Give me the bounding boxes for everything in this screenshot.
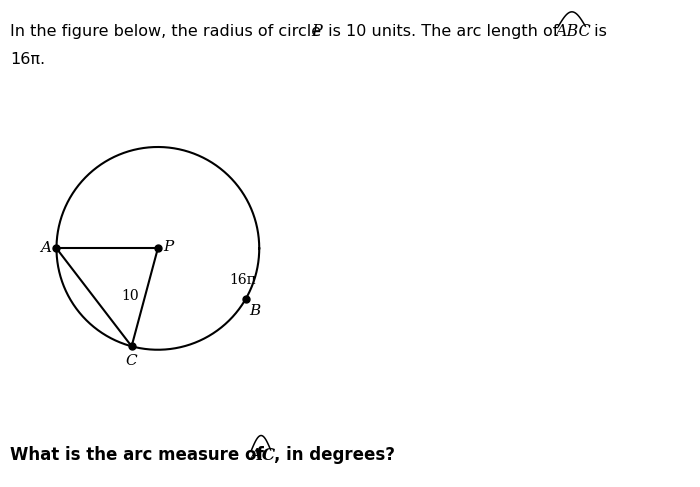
Text: AC: AC [249, 447, 275, 464]
Text: is 10 units. The arc length of: is 10 units. The arc length of [323, 24, 564, 39]
Text: 10: 10 [121, 289, 139, 303]
Text: P: P [163, 241, 173, 254]
Text: B: B [250, 304, 261, 318]
Text: What is the arc measure of: What is the arc measure of [10, 447, 270, 464]
Text: ABC: ABC [555, 23, 591, 40]
Text: A: A [41, 242, 51, 255]
Text: In the figure below, the radius of circle: In the figure below, the radius of circl… [10, 24, 326, 39]
Text: C: C [126, 355, 137, 368]
Text: , in degrees?: , in degrees? [274, 447, 396, 464]
Text: 16π: 16π [229, 273, 256, 287]
Text: is: is [589, 24, 608, 39]
Text: 16π.: 16π. [10, 52, 45, 67]
Text: P: P [311, 23, 321, 40]
